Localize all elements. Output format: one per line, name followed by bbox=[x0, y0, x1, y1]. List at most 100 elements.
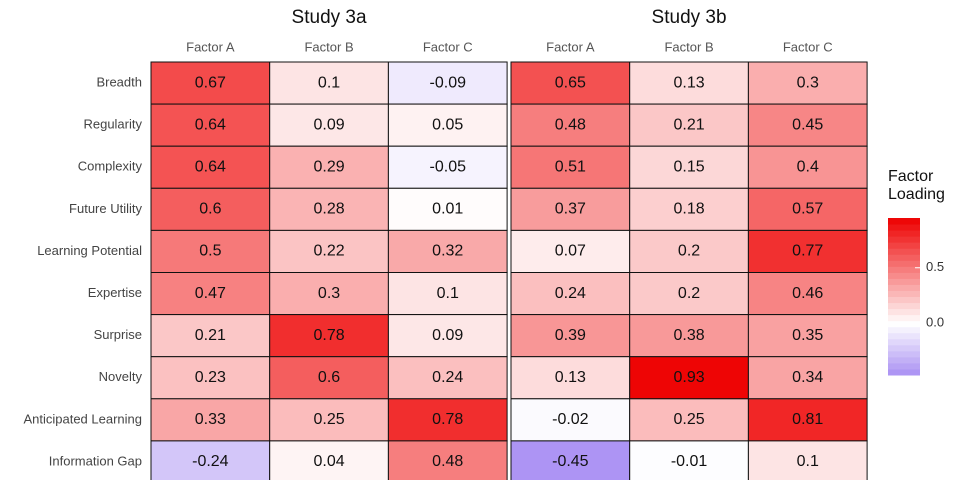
heatmap-cell bbox=[510, 440, 631, 480]
cell-value-label: -0.09 bbox=[430, 74, 467, 91]
cell-value-label: 0.46 bbox=[792, 285, 823, 302]
cell-value-label: 0.29 bbox=[313, 158, 344, 175]
cell-value-label: 0.34 bbox=[792, 369, 823, 386]
cell-value-label: 0.28 bbox=[313, 201, 344, 218]
colorbar-band bbox=[888, 302, 920, 310]
heatmap-cell bbox=[629, 187, 749, 231]
heatmap-cell bbox=[150, 61, 271, 105]
cell-value-label: 0.04 bbox=[313, 453, 344, 470]
cell-value-label: -0.02 bbox=[552, 411, 589, 428]
cell-value-label: 0.15 bbox=[673, 158, 704, 175]
heatmap-cell bbox=[269, 356, 389, 400]
cell-value-label: 0.13 bbox=[555, 369, 586, 386]
x-category-label: Factor B bbox=[664, 39, 713, 54]
cell-value-label: 0.2 bbox=[678, 243, 700, 260]
colorbar-band bbox=[888, 290, 920, 297]
cell-value-label: 0.65 bbox=[555, 74, 586, 91]
heatmap-cell bbox=[387, 356, 508, 400]
cell-value-label: 0.78 bbox=[313, 327, 344, 344]
panel-title: Study 3a bbox=[292, 7, 367, 28]
heatmap-cell bbox=[510, 229, 631, 273]
heatmap-cell bbox=[629, 440, 749, 480]
cell-value-label: 0.67 bbox=[195, 74, 226, 91]
cell-value-label: 0.51 bbox=[555, 158, 586, 175]
cell-value-label: 0.93 bbox=[673, 369, 704, 386]
x-category-label: Factor C bbox=[423, 39, 473, 54]
cell-value-label: 0.09 bbox=[432, 327, 463, 344]
heatmap-cell bbox=[747, 145, 868, 189]
heatmap-cell bbox=[510, 187, 631, 231]
cell-value-label: 0.07 bbox=[555, 243, 586, 260]
heatmap-cell bbox=[629, 398, 749, 442]
heatmap-cell bbox=[269, 61, 389, 105]
cell-value-label: 0.57 bbox=[792, 201, 823, 218]
y-category-label: Expertise bbox=[88, 285, 142, 300]
cell-value-label: 0.13 bbox=[673, 74, 704, 91]
colorbar-band bbox=[888, 350, 920, 358]
heatmap-cell bbox=[747, 440, 868, 480]
y-category-label: Future Utility bbox=[69, 201, 142, 216]
heatmap-cell bbox=[747, 356, 868, 400]
colorbar-band bbox=[888, 326, 920, 334]
cell-value-label: -0.01 bbox=[671, 453, 708, 470]
cell-value-label: 0.32 bbox=[432, 243, 463, 260]
heatmap-cell bbox=[269, 272, 389, 316]
cell-value-label: 0.18 bbox=[673, 201, 704, 218]
y-category-label: Anticipated Learning bbox=[23, 411, 142, 426]
cell-value-label: 0.21 bbox=[673, 116, 704, 133]
cell-value-label: 0.22 bbox=[313, 243, 344, 260]
y-category-label: Regularity bbox=[83, 117, 142, 132]
heatmap-cell bbox=[150, 356, 271, 400]
heatmap-cell bbox=[629, 145, 749, 189]
y-category-label: Breadth bbox=[96, 74, 142, 89]
colorbar-band bbox=[888, 356, 920, 364]
colorbar-tick-label: 0.0 bbox=[926, 314, 944, 329]
heatmap-cell bbox=[387, 398, 508, 442]
cell-value-label: 0.25 bbox=[313, 411, 344, 428]
cell-value-label: 0.38 bbox=[673, 327, 704, 344]
heatmap-cell bbox=[150, 398, 271, 442]
cell-value-label: 0.09 bbox=[313, 116, 344, 133]
heatmap-cell bbox=[629, 103, 749, 147]
cell-value-label: 0.78 bbox=[432, 411, 463, 428]
cell-value-label: 0.5 bbox=[199, 243, 221, 260]
colorbar-band bbox=[888, 338, 920, 346]
cell-value-label: -0.45 bbox=[552, 453, 589, 470]
colorbar-band bbox=[888, 272, 920, 279]
cell-value-label: 0.1 bbox=[437, 285, 459, 302]
cell-value-label: -0.05 bbox=[430, 158, 467, 175]
heatmap-cell bbox=[387, 314, 508, 358]
colorbar-band bbox=[888, 260, 920, 267]
heatmap-cell bbox=[747, 272, 868, 316]
cell-value-label: 0.35 bbox=[792, 327, 823, 344]
colorbar-band bbox=[888, 224, 920, 231]
heatmap-cell bbox=[269, 145, 389, 189]
colorbar-band bbox=[888, 254, 920, 261]
cell-value-label: 0.37 bbox=[555, 201, 586, 218]
cell-value-label: 0.01 bbox=[432, 201, 463, 218]
heatmap-cell bbox=[269, 440, 389, 480]
y-category-label: Information Gap bbox=[49, 453, 142, 468]
colorbar-band bbox=[888, 308, 920, 316]
colorbar-band bbox=[888, 284, 920, 291]
cell-value-label: 0.6 bbox=[318, 369, 340, 386]
colorbar-band bbox=[888, 278, 920, 285]
cell-value-label: 0.77 bbox=[792, 243, 823, 260]
cell-value-label: 0.45 bbox=[792, 116, 823, 133]
heatmap-cell bbox=[150, 187, 271, 231]
colorbar-band bbox=[888, 242, 920, 249]
cell-value-label: 0.1 bbox=[797, 453, 819, 470]
x-category-label: Factor C bbox=[783, 39, 833, 54]
heatmap-cell bbox=[269, 229, 389, 273]
cell-value-label: 0.24 bbox=[555, 285, 586, 302]
cell-value-label: 0.3 bbox=[797, 74, 819, 91]
heatmap-cell bbox=[629, 61, 749, 105]
cell-value-label: 0.24 bbox=[432, 369, 463, 386]
cell-value-label: 0.64 bbox=[195, 116, 226, 133]
cell-value-label: 0.3 bbox=[318, 285, 340, 302]
heatmap-cell bbox=[150, 314, 271, 358]
heatmap-cell bbox=[387, 272, 508, 316]
colorbar-band bbox=[888, 230, 920, 237]
x-category-label: Factor A bbox=[186, 39, 235, 54]
